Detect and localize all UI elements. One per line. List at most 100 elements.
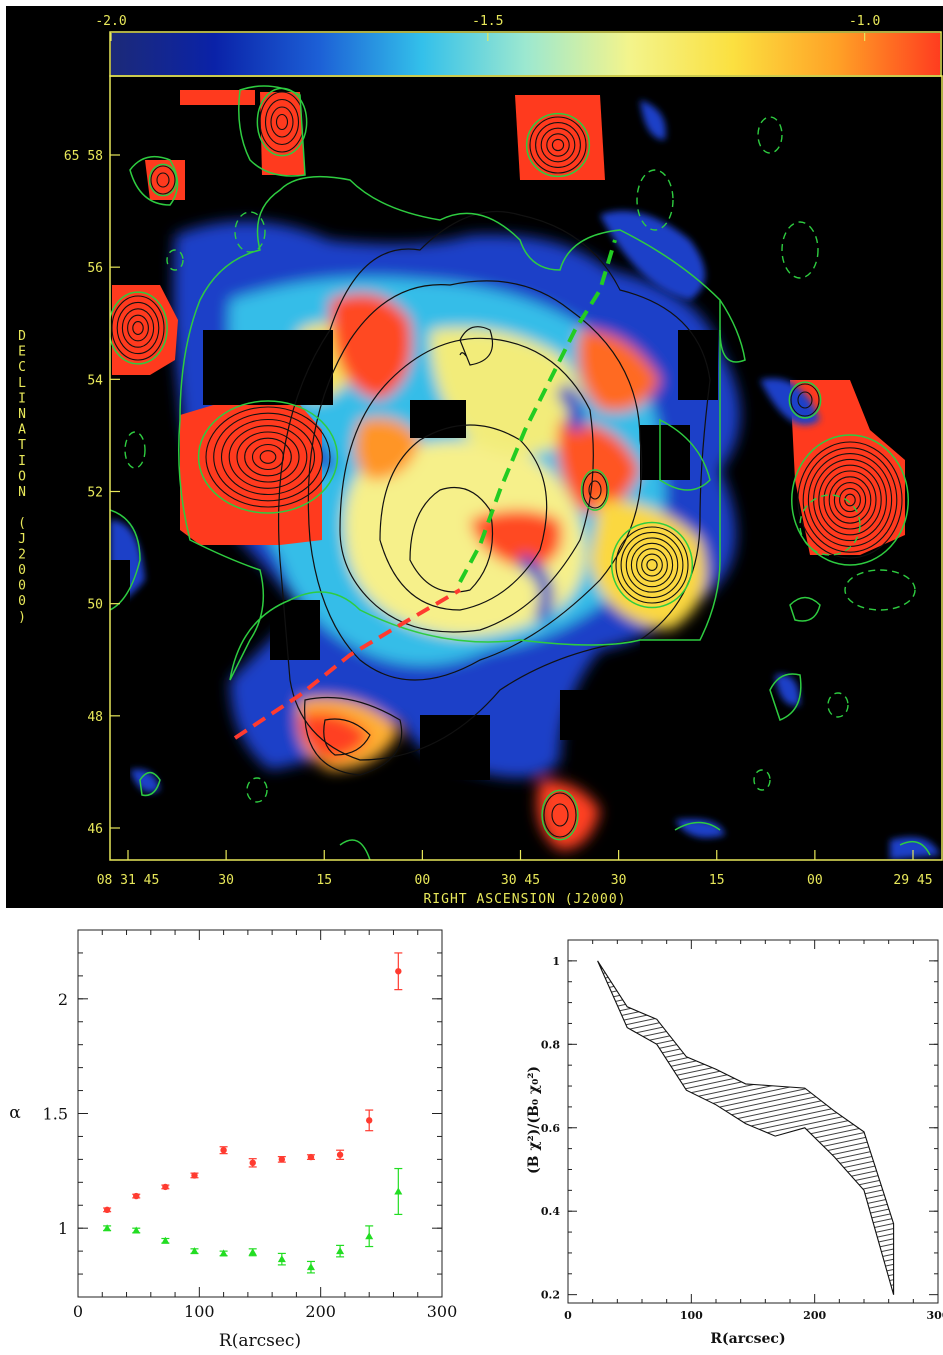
ratio-x-tick-label: 0: [564, 1309, 572, 1322]
contour-ring: [546, 133, 570, 157]
colorbar-tick-label: -2.0: [95, 14, 126, 29]
data-point-red: [191, 1172, 198, 1179]
data-point-green: [103, 1224, 112, 1232]
ratio-xlabel: R(arcsec): [710, 1331, 785, 1347]
contour-ring: [844, 493, 856, 507]
ratio-x-tick-label: 300: [927, 1309, 943, 1322]
radio-contours: [277, 211, 711, 776]
colorbar-tick-label: -1.5: [472, 14, 503, 29]
alpha-x-tick-label: 0: [73, 1302, 83, 1321]
data-point-red: [307, 1153, 315, 1161]
ratio-plot-content: 0 100 200 300 0.2 0.4 0.6 0.8 1: [541, 940, 943, 1322]
contour-ring: [540, 127, 576, 163]
contour-ring: [839, 487, 861, 513]
green-ring: [110, 291, 168, 365]
map-frame: [109, 75, 943, 861]
ratio-plot-frame: [567, 939, 939, 1304]
data-point-green: [336, 1247, 345, 1255]
ratio-y-tick-label: 1: [552, 955, 560, 968]
contour-ring: [823, 470, 877, 530]
data-point-red: [162, 1183, 169, 1191]
contour-ring: [251, 443, 285, 471]
data-point-green: [161, 1236, 170, 1244]
data-point-red: [395, 968, 402, 975]
contour-ring: [790, 383, 820, 417]
contour-ring: [543, 792, 577, 838]
alpha-y-tick-label: 1: [58, 1219, 68, 1238]
contour-ring: [111, 295, 165, 361]
map-x-tick-label: 15: [316, 873, 332, 888]
map-y-tick-label: 50: [87, 598, 103, 613]
source-contour-rings: [110, 87, 909, 841]
alpha-plot-frame: [77, 929, 443, 1298]
green-ring: [197, 400, 339, 514]
alpha-ylabel: α: [9, 1103, 21, 1123]
contour-ring: [132, 321, 144, 335]
map-y-tick-label: 46: [87, 822, 103, 837]
map-x-tick-label: 00: [807, 873, 823, 888]
ratio-x-tick-label: 200: [803, 1309, 826, 1322]
contour-ring: [236, 431, 300, 483]
alpha-x-tick-label: 200: [305, 1302, 336, 1321]
green-ring: [610, 521, 694, 609]
green-ring: [791, 434, 909, 566]
contour-ring: [156, 172, 170, 188]
contour-ring: [636, 548, 668, 582]
data-point-green: [219, 1249, 228, 1257]
contour-ring: [275, 113, 289, 131]
alpha-profile-panel: 0 100 200 300 1 1.5 2 R(arcsec) α: [9, 929, 458, 1351]
contour-ring: [551, 138, 565, 152]
map-x-tick-label: 15: [709, 873, 725, 888]
data-point-green: [248, 1248, 257, 1256]
contour-ring: [121, 308, 155, 348]
contour-ring: [127, 314, 149, 342]
map-x-tick-label: 29 45: [893, 873, 932, 888]
spectral-index-map-panel: -2.0 -1.5 -1.0: [6, 6, 943, 908]
contour-ring: [116, 301, 160, 355]
map-x-tick-label: 30: [218, 873, 234, 888]
data-point-red: [278, 1156, 286, 1163]
data-point-red: [133, 1192, 140, 1200]
alpha-y-tick-label: 1.5: [43, 1105, 68, 1124]
contour-ring: [630, 542, 674, 588]
contour-ring: [213, 412, 323, 502]
contour-ring: [807, 453, 893, 547]
data-point-red: [336, 1151, 344, 1158]
contour-ring: [259, 450, 277, 464]
field-ratio-panel: 0 100 200 300 0.2 0.4 0.6 0.8 1 R(arcsec) (B χ²)…: [526, 939, 943, 1347]
data-point-red: [103, 1206, 111, 1214]
data-point-red: [366, 1117, 373, 1124]
data-point-green: [306, 1263, 315, 1271]
contour-ring: [588, 480, 602, 500]
map-y-tick-label: 52: [87, 486, 103, 501]
map-xlabel: RIGHT ASCENSION (J2000): [423, 892, 626, 907]
green-profile-line: [458, 239, 617, 583]
green-ring: [580, 469, 610, 511]
green-ring: [788, 381, 822, 419]
ratio-y-tick-label: 0.8: [541, 1038, 560, 1051]
green-ring: [525, 112, 591, 178]
ratio-y-tick-label: 0.2: [541, 1289, 560, 1302]
ratio-y-tick-label: 0.4: [541, 1205, 560, 1218]
data-point-green: [277, 1255, 286, 1263]
ratio-x-tick-label: 100: [680, 1309, 703, 1322]
alpha-y-tick-label: 2: [58, 990, 68, 1009]
contour-ring: [797, 441, 903, 559]
alpha-plot-content: 0 100 200 300 1 1.5 2: [43, 930, 458, 1321]
alpha-xlabel: R(arcsec): [219, 1331, 301, 1351]
map-ticks: 08 31 45 30 15 00 30 45 30 15 00 29 45 46 48 50 52 54…: [64, 149, 933, 888]
contour-ring: [535, 122, 581, 168]
data-point-red: [220, 1147, 227, 1154]
contour-ring: [228, 425, 308, 489]
contour-ring: [264, 98, 300, 146]
alpha-x-tick-label: 100: [184, 1302, 215, 1321]
contour-ring: [625, 537, 679, 593]
contour-ring: [529, 116, 587, 174]
alpha-x-tick-label: 300: [427, 1302, 458, 1321]
map-x-tick-label: 00: [415, 873, 431, 888]
map-x-tick-label: 08 31 45: [97, 873, 160, 888]
map-y-tick-label: 56: [87, 261, 103, 276]
